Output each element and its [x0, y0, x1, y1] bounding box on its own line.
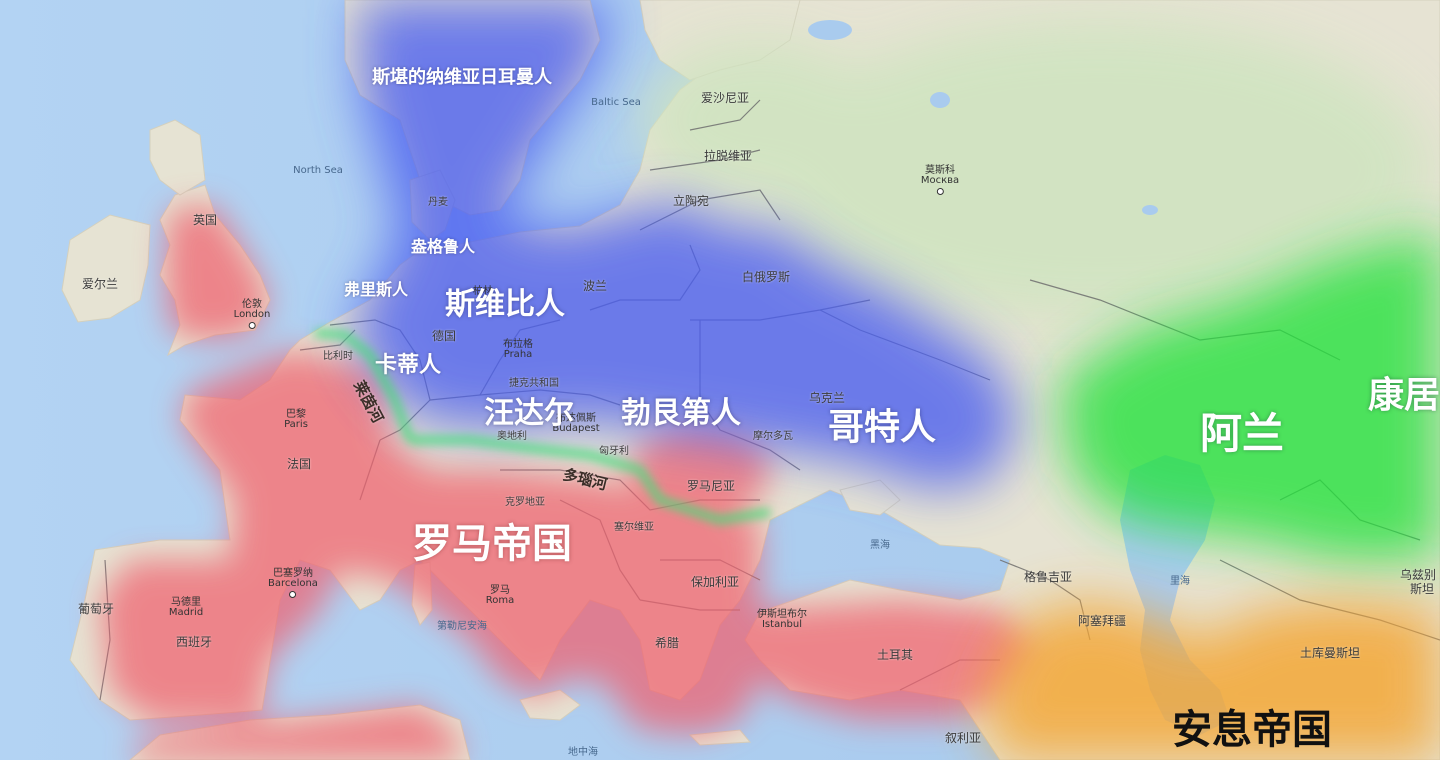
city-prague-cn: 布拉格 [503, 339, 533, 350]
tribe-goths: 哥特人 [827, 407, 937, 448]
country-turkmenistan: 土库曼斯坦 [1299, 646, 1361, 660]
tribe-chatti: 卡蒂人 [374, 353, 442, 378]
sea-tyrrhenian: 第勒尼安海 [437, 621, 487, 632]
tribe-burgundians: 勃艮第人 [621, 396, 741, 431]
city-marker-icon [248, 322, 256, 329]
city-moscow-en: Москва [920, 175, 960, 186]
country-czech: 捷克共和国 [509, 378, 559, 389]
city-barcelona[interactable]: 巴塞罗纳 Barcelona [268, 569, 318, 601]
country-azerbaijan: 阿塞拜疆 [1077, 614, 1127, 628]
city-london-cn: 伦敦 [242, 299, 262, 310]
sea-black: 黑海 [870, 540, 890, 551]
country-estonia: 爱沙尼亚 [700, 91, 750, 105]
city-prague-en: Praha [503, 349, 533, 360]
sea-baltic: Baltic Sea [591, 97, 641, 108]
country-syria: 叙利亚 [944, 731, 982, 745]
country-uzbekistan-2: 斯坦 [1409, 582, 1435, 596]
country-germany: 德国 [431, 329, 457, 343]
city-madrid-cn: 马德里 [171, 597, 201, 608]
city-paris[interactable]: 巴黎 Paris [284, 410, 308, 430]
tribe-vandals: 汪达尔 [484, 396, 574, 431]
country-belarus: 白俄罗斯 [741, 270, 791, 284]
city-madrid-en: Madrid [168, 607, 204, 618]
city-paris-cn: 巴黎 [286, 409, 306, 420]
country-latvia: 拉脱维亚 [703, 149, 753, 163]
country-serbia: 塞尔维亚 [614, 522, 654, 533]
city-istanbul-en: Istanbul [761, 619, 802, 630]
country-belgium: 比利时 [323, 351, 353, 362]
country-ukraine: 乌克兰 [808, 391, 846, 405]
city-barcelona-cn: 巴塞罗纳 [273, 568, 313, 579]
frontier-lines [314, 329, 771, 525]
country-bulgaria: 保加利亚 [690, 575, 740, 589]
country-turkey: 土耳其 [876, 648, 914, 662]
country-lithuania: 立陶宛 [672, 194, 710, 208]
city-rome-cn: 罗马 [490, 585, 510, 596]
tribe-suebi: 斯维比人 [445, 287, 565, 322]
country-hungary: 匈牙利 [599, 446, 629, 457]
tribe-kangju: 康居 [1367, 375, 1440, 416]
country-uzbekistan-1: 乌兹别 [1399, 568, 1437, 582]
city-moscow-cn: 莫斯科 [925, 165, 955, 176]
country-ireland: 爱尔兰 [81, 277, 119, 291]
tribe-scandinavian-germans: 斯堪的纳维亚日耳曼人 [372, 67, 552, 88]
city-marker-icon [289, 591, 297, 598]
city-rome-en: Roma [485, 595, 515, 606]
city-barcelona-en: Barcelona [268, 578, 318, 589]
city-moscow[interactable]: 莫斯科 Москва [921, 166, 959, 198]
city-budapest-en: Budapest [552, 423, 600, 434]
city-madrid[interactable]: 马德里 Madrid [169, 598, 203, 618]
city-london-en: London [233, 309, 271, 320]
country-poland: 波兰 [582, 279, 608, 293]
country-uk: 英国 [192, 213, 218, 227]
empire-roman: 罗马帝国 [412, 521, 572, 567]
country-croatia: 克罗地亚 [505, 497, 545, 508]
city-london[interactable]: 伦敦 London [233, 299, 271, 332]
zone-parthian [980, 600, 1440, 760]
country-greece: 希腊 [654, 636, 680, 650]
lakes [808, 20, 1158, 215]
country-austria: 奥地利 [497, 431, 527, 442]
country-denmark: 丹麦 [428, 197, 448, 208]
tribe-alans: 阿兰 [1199, 409, 1285, 458]
empire-parthian: 安息帝国 [1172, 707, 1332, 753]
country-romania: 罗马尼亚 [686, 479, 736, 493]
city-budapest-cn: 布达佩斯 [556, 413, 596, 424]
city-paris-en: Paris [284, 419, 308, 430]
city-rome[interactable]: 罗马 Roma [486, 586, 515, 606]
city-marker-icon [936, 188, 944, 195]
sea-mediterranean: 地中海 [568, 747, 598, 758]
country-france: 法国 [286, 457, 312, 471]
city-istanbul-cn: 伊斯坦布尔 [757, 609, 807, 620]
zone-roman [100, 205, 1040, 760]
sea-north-sea: North Sea [293, 165, 343, 176]
city-budapest[interactable]: 布达佩斯 Budapest [552, 414, 599, 434]
city-istanbul[interactable]: 伊斯坦布尔 Istanbul [757, 610, 807, 630]
country-portugal: 葡萄牙 [77, 602, 115, 616]
city-berlin[interactable]: 柏林 [473, 286, 493, 297]
country-spain: 西班牙 [175, 635, 213, 649]
city-prague[interactable]: 布拉格 Praha [503, 340, 533, 360]
tribe-angles: 盎格鲁人 [410, 237, 476, 256]
zone-steppe [1060, 230, 1440, 560]
country-moldova: 摩尔多瓦 [753, 431, 793, 442]
sea-caspian: 里海 [1170, 576, 1190, 587]
zone-germanic [350, 0, 1020, 490]
country-georgia: 格鲁吉亚 [1023, 570, 1073, 584]
tribe-frisians: 弗里斯人 [343, 280, 409, 299]
